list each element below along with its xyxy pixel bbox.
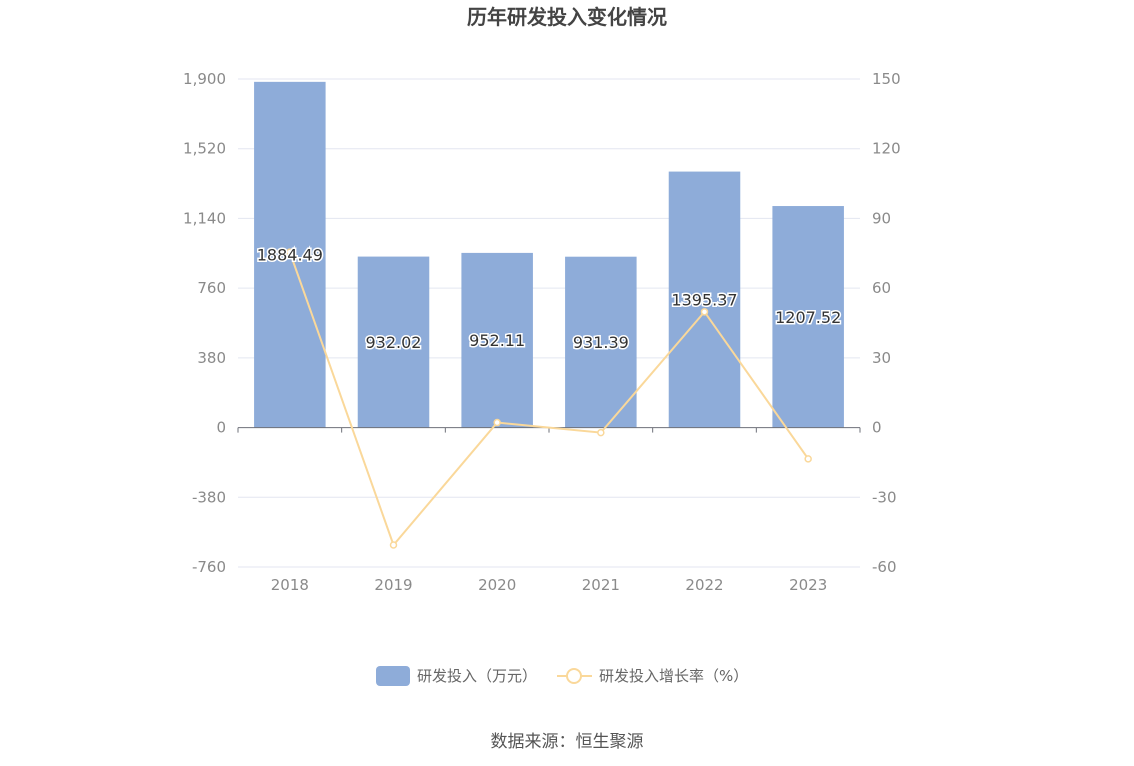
left-y-tick-label: 1,140 — [183, 209, 226, 227]
bar — [357, 256, 430, 428]
growth-rate-line — [288, 251, 809, 547]
bar — [772, 206, 844, 428]
growth-rate-point — [493, 418, 501, 427]
bar-value-label: 932.02 — [366, 333, 422, 352]
growth-rate-point — [286, 248, 294, 256]
legend-bar-swatch — [376, 666, 410, 686]
right-y-tick-label: 30 — [872, 349, 891, 367]
legend-item-bar[interactable]: 研发投入（万元） — [376, 666, 537, 686]
left-y-tick-label: 1,900 — [183, 70, 226, 88]
source-text: 数据来源：恒生聚源 — [491, 732, 644, 752]
line-series — [286, 248, 812, 549]
bar — [565, 256, 637, 428]
bar — [668, 171, 741, 428]
x-tick-label: 2020 — [478, 576, 516, 594]
legend-bar-label: 研发投入（万元） — [417, 667, 537, 685]
legend-line-marker — [566, 668, 582, 684]
grid-lines — [238, 78, 860, 568]
bar-value-label: 1395.37 — [671, 291, 737, 310]
right-y-tick-label: -30 — [872, 488, 897, 506]
left-y-tick-label: 0 — [216, 419, 226, 437]
bar-value-label: 952.11 — [469, 331, 525, 350]
right-y-tick-label: 150 — [872, 70, 901, 88]
right-y-tick-label: 120 — [872, 140, 901, 158]
x-tick-label: 2021 — [582, 576, 620, 594]
x-tick-label: 2018 — [271, 576, 309, 594]
growth-rate-point — [804, 455, 812, 463]
x-tick-label: 2019 — [374, 576, 412, 594]
right-y-tick-label: 60 — [872, 279, 891, 297]
growth-rate-point — [389, 541, 398, 549]
left-y-axis: 1,900 1,520 1,140 760 380 0 -380 -760 — [183, 70, 226, 576]
legend-line-label: 研发投入增长率（%） — [599, 667, 748, 685]
bar-value-labels: 1884.49 932.02 952.11 931.39 1395.37 1207.52 — [255, 244, 843, 353]
right-y-tick-label: -60 — [872, 558, 897, 576]
left-y-tick-label: -380 — [192, 488, 226, 506]
left-y-tick-label: 380 — [197, 349, 226, 367]
bar-value-label: 1207.52 — [775, 308, 841, 327]
x-tick-label: 2022 — [685, 576, 723, 594]
bar-series — [254, 81, 844, 428]
chart-title: 历年研发投入变化情况 — [467, 5, 667, 29]
growth-rate-point — [700, 308, 709, 316]
bar-value-label: 931.39 — [573, 333, 629, 352]
right-y-tick-label: 0 — [872, 419, 882, 437]
left-y-tick-label: 1,520 — [183, 140, 226, 158]
bar-value-label: 1884.49 — [257, 246, 323, 265]
x-tick-label: 2023 — [789, 576, 827, 594]
x-axis: 2018 2019 2020 2021 2022 2023 — [237, 427, 861, 594]
right-y-tick-label: 90 — [872, 209, 891, 227]
left-y-tick-label: 760 — [197, 279, 226, 297]
growth-rate-point — [597, 428, 605, 437]
legend-item-line[interactable]: 研发投入增长率（%） — [557, 667, 748, 685]
bar — [461, 252, 533, 428]
left-y-tick-label: -760 — [192, 558, 226, 576]
legend[interactable]: 研发投入（万元） 研发投入增长率（%） — [376, 666, 748, 686]
right-y-axis: 150 120 90 60 30 0 -30 -60 — [872, 70, 901, 576]
